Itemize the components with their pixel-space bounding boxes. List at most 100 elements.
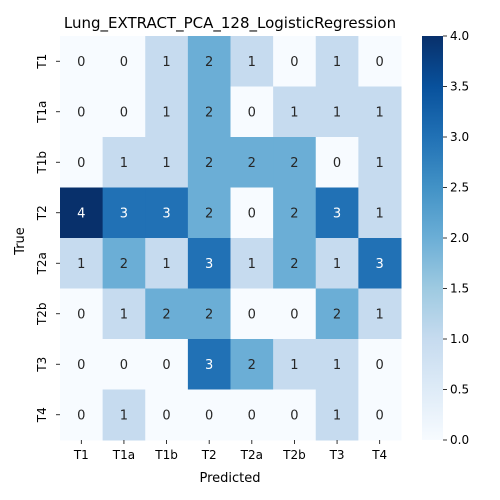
cell-value-label-2-2: 1 bbox=[162, 156, 170, 171]
cell-value-label-5-1: 1 bbox=[120, 307, 128, 322]
x-tick-label-2: T1b bbox=[154, 448, 178, 462]
heatmap-cell-5-3 bbox=[187, 288, 231, 340]
cell-value-label-3-1: 3 bbox=[120, 206, 128, 221]
heatmap-cell-1-7 bbox=[358, 86, 402, 138]
heatmap-cell-4-1 bbox=[102, 238, 146, 289]
cell-value-label-4-4: 1 bbox=[248, 257, 256, 272]
y-tick-label-7: T4 bbox=[35, 407, 49, 423]
heatmap-cells: 0 0 1 2 1 0 1 0 0 0 1 2 0 1 1 1 0 1 1 2 2 2 0 1 4 3 3 2 0 2 3 1 1 2 1 3 1 2 1 3… bbox=[60, 36, 402, 441]
heatmap-cell-4-0 bbox=[60, 238, 104, 289]
heatmap-cell-0-0 bbox=[60, 36, 104, 87]
heatmap-cell-3-4 bbox=[230, 187, 274, 239]
heatmap-cell-4-2 bbox=[145, 238, 189, 289]
heatmap-cell-2-4 bbox=[230, 137, 274, 188]
y-tick-label-0: T1 bbox=[35, 54, 49, 70]
cell-value-label-1-4: 0 bbox=[248, 105, 256, 120]
heatmap-cell-7-6 bbox=[315, 389, 359, 441]
heatmap-cell-7-0 bbox=[60, 389, 104, 441]
heatmap-cell-7-7 bbox=[358, 389, 402, 441]
cell-value-label-6-2: 0 bbox=[162, 358, 170, 373]
cell-value-label-1-3: 2 bbox=[205, 105, 213, 120]
y-tick-label-3: T2 bbox=[35, 205, 49, 221]
heatmap-cell-4-3 bbox=[187, 238, 231, 289]
cell-value-label-2-1: 1 bbox=[120, 156, 128, 171]
heatmap-cell-5-5 bbox=[273, 288, 317, 340]
cell-value-label-2-5: 2 bbox=[290, 156, 298, 171]
cell-value-label-6-0: 0 bbox=[77, 358, 85, 373]
cell-value-label-1-0: 0 bbox=[77, 105, 85, 120]
heatmap-cell-2-3 bbox=[187, 137, 231, 188]
heatmap-cell-2-2 bbox=[145, 137, 189, 188]
colorbar-tick-label-8: 4.0 bbox=[450, 29, 469, 43]
heatmap-cell-1-2 bbox=[145, 86, 189, 138]
y-tick-label-4: T2a bbox=[35, 252, 49, 275]
x-tick-label-3: T2 bbox=[201, 448, 217, 462]
colorbar: 0.0 0.5 1.0 1.5 2.0 2.5 3.0 3.5 4.0 bbox=[422, 29, 469, 447]
cell-value-label-5-7: 1 bbox=[376, 307, 384, 322]
heatmap-cell-0-6 bbox=[315, 36, 359, 87]
heatmap-cell-7-5 bbox=[273, 389, 317, 441]
heatmap-cell-2-0 bbox=[60, 137, 104, 188]
x-tick-label-5: T2b bbox=[282, 448, 306, 462]
heatmap-cell-1-1 bbox=[102, 86, 146, 138]
cell-value-label-0-2: 1 bbox=[162, 55, 170, 70]
y-tick-labels: T1 T1a T1b T2 T2a T2b T3 T4 bbox=[35, 54, 60, 423]
cell-value-label-1-5: 1 bbox=[290, 105, 298, 120]
heatmap-cell-6-0 bbox=[60, 339, 104, 390]
cell-value-label-1-7: 1 bbox=[376, 105, 384, 120]
y-tick-label-5: T2b bbox=[35, 302, 49, 326]
x-tick-labels: T1 T1a T1b T2 T2a T2b T3 T4 bbox=[73, 440, 387, 462]
cell-value-label-3-7: 1 bbox=[376, 206, 384, 221]
colorbar-tick-label-2: 1.0 bbox=[450, 332, 469, 346]
cell-value-label-3-6: 3 bbox=[333, 206, 341, 221]
x-tick-label-4: T2a bbox=[240, 448, 263, 462]
cell-value-label-5-6: 2 bbox=[333, 307, 341, 322]
x-axis-label: Predicted bbox=[199, 471, 260, 486]
x-tick-label-1: T1a bbox=[112, 448, 135, 462]
cell-value-label-6-7: 0 bbox=[376, 358, 384, 373]
colorbar-tick-label-0: 0.0 bbox=[450, 433, 469, 447]
cell-value-label-7-7: 0 bbox=[376, 408, 384, 423]
cell-value-label-7-0: 0 bbox=[77, 408, 85, 423]
cell-value-label-7-6: 1 bbox=[333, 408, 341, 423]
cell-value-label-3-4: 0 bbox=[248, 206, 256, 221]
cell-value-label-1-6: 1 bbox=[333, 105, 341, 120]
cell-value-label-5-3: 2 bbox=[205, 307, 213, 322]
cell-value-label-6-3: 3 bbox=[205, 358, 213, 373]
heatmap-cell-3-2 bbox=[145, 187, 189, 239]
cell-value-label-4-7: 3 bbox=[376, 257, 384, 272]
heatmap-cell-3-5 bbox=[273, 187, 317, 239]
cell-value-label-3-0: 4 bbox=[77, 206, 85, 221]
heatmap-cell-5-6 bbox=[315, 288, 359, 340]
cell-value-label-0-6: 1 bbox=[333, 55, 341, 70]
heatmap-cell-2-5 bbox=[273, 137, 317, 188]
heatmap-cell-2-1 bbox=[102, 137, 146, 188]
colorbar-tick-label-7: 3.5 bbox=[450, 80, 469, 94]
heatmap-cell-7-4 bbox=[230, 389, 274, 441]
heatmap-cell-1-3 bbox=[187, 86, 231, 138]
heatmap-cell-7-2 bbox=[145, 389, 189, 441]
colorbar-tick-label-1: 0.5 bbox=[450, 383, 469, 397]
heatmap-cell-6-5 bbox=[273, 339, 317, 390]
heatmap-cell-3-0 bbox=[60, 187, 104, 239]
heatmap-cell-4-7 bbox=[358, 238, 402, 289]
colorbar-gradient bbox=[422, 36, 443, 440]
cell-value-label-4-1: 2 bbox=[120, 257, 128, 272]
cell-value-label-1-2: 1 bbox=[162, 105, 170, 120]
cell-value-label-7-1: 1 bbox=[120, 408, 128, 423]
heatmap-cell-5-2 bbox=[145, 288, 189, 340]
heatmap-cell-5-4 bbox=[230, 288, 274, 340]
heatmap-cell-0-1 bbox=[102, 36, 146, 87]
x-tick-label-7: T4 bbox=[371, 448, 387, 462]
colorbar-tick-label-3: 1.5 bbox=[450, 282, 469, 296]
cell-value-label-0-0: 0 bbox=[77, 55, 85, 70]
heatmap-cell-1-6 bbox=[315, 86, 359, 138]
cell-value-label-0-3: 2 bbox=[205, 55, 213, 70]
cell-value-label-2-0: 0 bbox=[77, 156, 85, 171]
cell-value-label-6-4: 2 bbox=[248, 358, 256, 373]
cell-value-label-6-1: 0 bbox=[120, 358, 128, 373]
heatmap-cell-3-7 bbox=[358, 187, 402, 239]
cell-value-label-3-3: 2 bbox=[205, 206, 213, 221]
cell-value-label-7-4: 0 bbox=[248, 408, 256, 423]
colorbar-tick-label-5: 2.5 bbox=[450, 181, 469, 195]
